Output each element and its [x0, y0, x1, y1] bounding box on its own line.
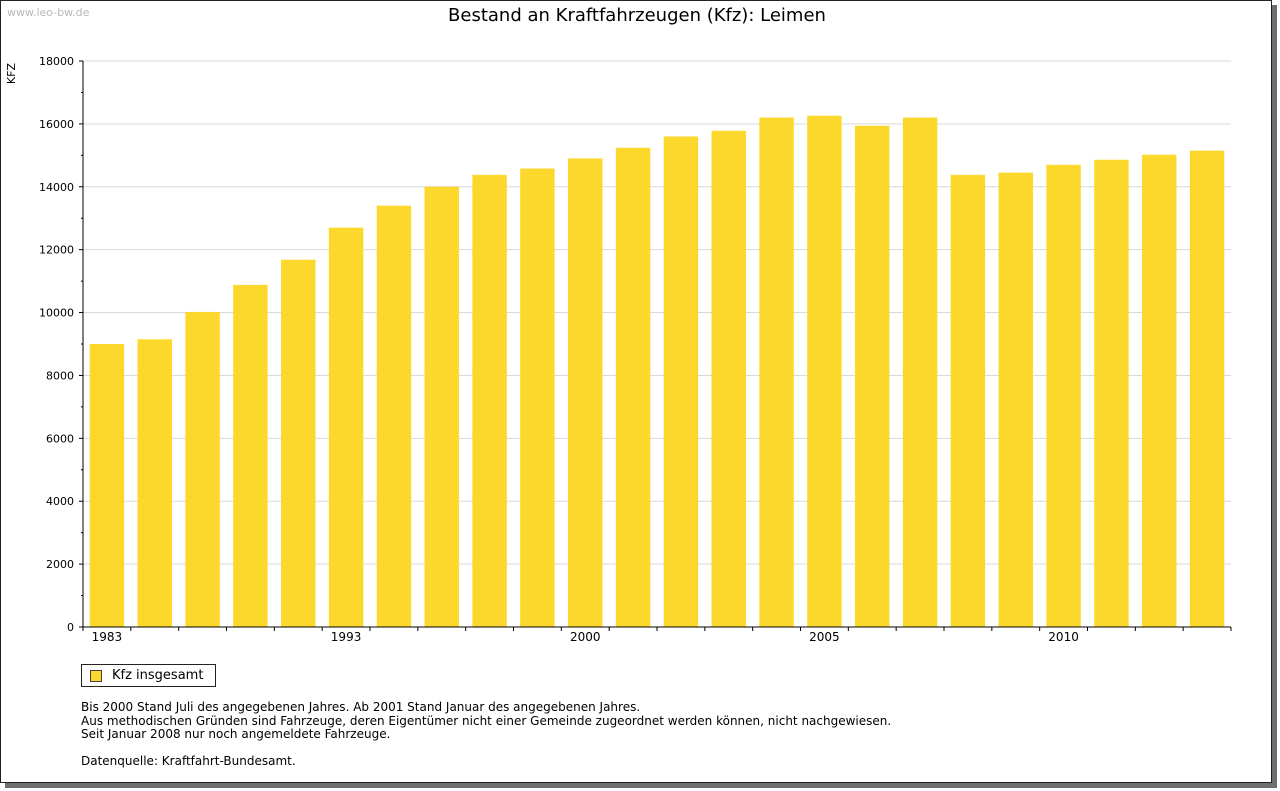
bar — [902, 117, 938, 627]
legend-label: Kfz insgesamt — [112, 668, 204, 683]
bar — [233, 284, 268, 627]
bar — [89, 344, 125, 627]
x-tick-label: 1983 — [92, 630, 123, 644]
y-tick-label: 18000 — [39, 55, 74, 68]
bar — [1142, 154, 1177, 627]
bar — [663, 136, 699, 627]
chart-title: Bestand an Kraftfahrzeugen (Kfz): Leimen — [448, 5, 826, 26]
x-tick-label: 2005 — [809, 630, 840, 644]
bar — [1189, 150, 1225, 627]
y-tick-label: 0 — [67, 621, 74, 634]
y-tick-label: 4000 — [46, 495, 74, 508]
bar — [568, 158, 603, 627]
x-tick-label: 1993 — [331, 630, 362, 644]
bar — [472, 174, 507, 627]
note-line-3: Seit Januar 2008 nur noch angemeldete Fa… — [81, 727, 391, 741]
footnotes: Bis 2000 Stand Juli des angegebenen Jahr… — [81, 700, 892, 768]
y-tick-label: 10000 — [39, 307, 74, 320]
bar — [855, 125, 890, 627]
legend: Kfz insgesamt — [81, 664, 217, 687]
x-tick-label: 2000 — [570, 630, 601, 644]
bar — [520, 168, 555, 628]
bar — [376, 205, 412, 627]
bar — [759, 117, 794, 627]
note-line-1: Bis 2000 Stand Juli des angegebenen Jahr… — [81, 700, 641, 714]
bar — [950, 174, 986, 627]
bar — [998, 172, 1033, 627]
note-line-2: Aus methodischen Gründen sind Fahrzeuge,… — [81, 713, 892, 728]
bar — [424, 186, 459, 627]
bar — [281, 259, 316, 627]
bar — [1094, 159, 1129, 628]
y-tick-label: 14000 — [39, 181, 74, 194]
y-tick-label: 12000 — [39, 244, 74, 257]
bar — [137, 339, 172, 627]
watermark: www.leo-bw.de — [7, 6, 90, 19]
bar — [807, 115, 842, 628]
bar — [328, 227, 364, 627]
y-tick-label: 8000 — [46, 369, 74, 382]
x-tick-label: 2010 — [1048, 630, 1079, 644]
y-tick-label: 2000 — [46, 558, 74, 571]
data-source: Datenquelle: Kraftfahrt-Bundesamt. — [81, 753, 296, 768]
y-tick-label: 6000 — [46, 432, 74, 445]
y-tick-label: 16000 — [39, 118, 74, 131]
bar — [1046, 164, 1081, 627]
bar — [185, 311, 220, 627]
bar — [711, 130, 746, 627]
legend-swatch — [90, 669, 102, 682]
bar — [615, 147, 651, 627]
bar-chart: 0 2000 4000 6000 8000 10000 12000 14000 16000 180… — [39, 55, 1232, 644]
